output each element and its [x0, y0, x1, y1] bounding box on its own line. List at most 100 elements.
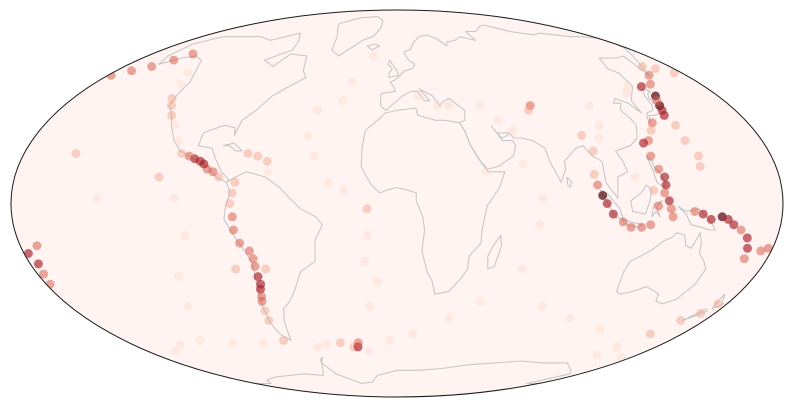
event-point — [373, 277, 382, 286]
event-point — [314, 106, 323, 115]
event-point — [508, 126, 517, 135]
event-point — [609, 210, 618, 219]
event-point — [369, 52, 378, 61]
event-point — [174, 136, 183, 145]
event-point — [261, 265, 270, 274]
event-point — [228, 188, 237, 197]
event-point — [737, 226, 746, 235]
event-point — [613, 342, 622, 351]
event-point — [127, 66, 136, 75]
event-point — [251, 262, 260, 271]
event-point — [598, 191, 607, 200]
event-point — [171, 121, 180, 130]
event-point — [71, 149, 80, 158]
event-point — [646, 80, 655, 89]
event-point — [690, 207, 699, 216]
event-point — [169, 56, 178, 65]
event-point — [171, 347, 180, 356]
event-point — [231, 265, 240, 274]
event-point — [630, 173, 639, 182]
event-point — [743, 233, 752, 242]
event-point — [433, 101, 442, 110]
event-point — [713, 299, 722, 308]
event-point — [245, 246, 254, 255]
event-point — [408, 330, 417, 339]
event-point — [646, 220, 655, 229]
event-point — [235, 239, 244, 248]
event-point — [660, 188, 669, 197]
event-point — [147, 62, 156, 71]
event-point — [444, 101, 453, 110]
event-point — [670, 69, 679, 78]
event-point — [188, 49, 197, 58]
event-point — [707, 215, 716, 224]
event-point — [167, 111, 176, 120]
event-point — [638, 62, 647, 71]
event-point — [225, 199, 234, 208]
event-point — [648, 118, 657, 127]
event-point — [360, 257, 369, 266]
event-point — [595, 121, 604, 130]
event-point — [652, 96, 661, 105]
event-point — [654, 165, 663, 174]
event-point — [231, 178, 240, 187]
event-point — [168, 94, 177, 103]
event-point — [365, 302, 374, 311]
event-point — [184, 302, 193, 311]
event-point — [590, 170, 599, 179]
event-point — [538, 302, 547, 311]
event-point — [637, 82, 646, 91]
event-point — [365, 347, 374, 356]
event-point — [476, 101, 485, 110]
event-point — [92, 194, 101, 203]
event-point — [336, 338, 345, 347]
event-point — [645, 71, 654, 80]
event-point — [34, 259, 43, 268]
event-point — [304, 131, 313, 140]
event-point — [577, 131, 586, 140]
event-point — [669, 212, 678, 221]
event-point — [743, 244, 752, 253]
event-point — [565, 314, 574, 323]
event-point — [493, 116, 502, 125]
event-point — [264, 316, 273, 325]
event-point — [363, 204, 372, 213]
event-point — [279, 336, 288, 345]
event-point — [414, 92, 423, 101]
event-point — [24, 249, 33, 258]
event-point — [261, 307, 270, 316]
event-point — [619, 218, 628, 227]
event-point — [347, 78, 356, 87]
event-point — [538, 194, 547, 203]
event-point — [649, 186, 658, 195]
event-point — [324, 178, 333, 187]
event-point — [681, 136, 690, 145]
event-point — [176, 80, 185, 89]
event-point — [338, 96, 347, 105]
event-point — [309, 152, 318, 161]
event-point — [354, 338, 363, 347]
event-point — [593, 181, 602, 190]
event-point — [654, 202, 663, 211]
event-point — [258, 338, 267, 347]
event-point — [258, 297, 267, 306]
event-point — [696, 309, 705, 318]
event-point — [177, 149, 186, 158]
event-point — [476, 297, 485, 306]
event-point — [229, 338, 238, 347]
event-point — [322, 340, 331, 349]
event-point — [694, 152, 703, 161]
event-point — [170, 194, 179, 203]
event-point — [481, 167, 490, 176]
event-point — [363, 231, 372, 240]
event-point — [596, 325, 605, 334]
event-point — [660, 173, 669, 182]
event-point — [385, 336, 394, 345]
event-point — [671, 121, 680, 130]
event-point — [740, 254, 749, 263]
event-point — [264, 167, 273, 176]
event-point — [243, 149, 252, 158]
event-point — [662, 181, 671, 190]
